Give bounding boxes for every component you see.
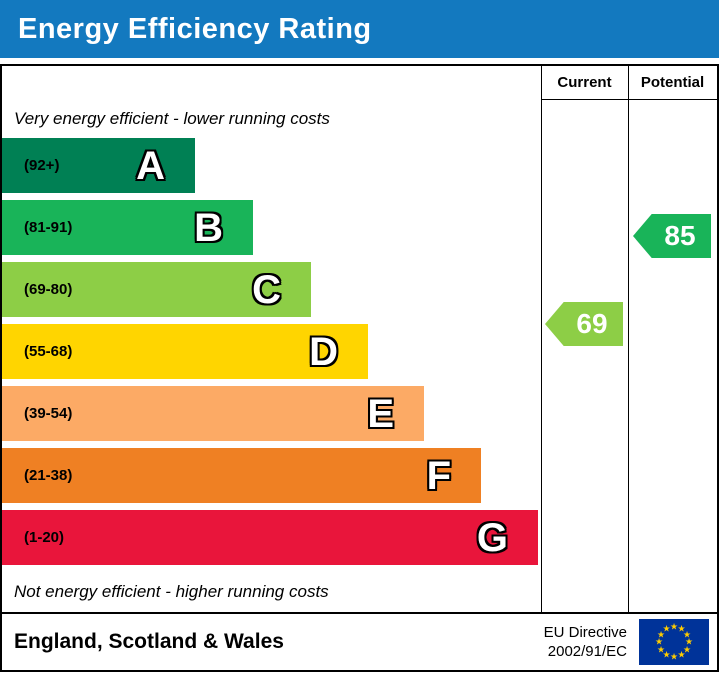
eu-directive-line1: EU Directive — [543, 623, 627, 641]
band-b: (81-91) B — [2, 200, 253, 255]
band-g-letter: G — [476, 515, 508, 560]
current-column-header: Current — [557, 74, 612, 91]
current-column-divider — [541, 66, 542, 612]
eu-flag-star-icon: ★ — [669, 621, 679, 632]
band-d-letter: D — [309, 329, 338, 374]
potential-column-divider — [628, 66, 629, 612]
eu-flag-star-icon: ★ — [677, 623, 686, 634]
eu-directive-label: EU Directive 2002/91/EC — [544, 623, 627, 662]
current-rating-indicator: 69 — [545, 302, 623, 346]
potential-column-header: Potential — [640, 74, 705, 91]
bottom-note: Not energy efficient - higher running co… — [14, 582, 329, 601]
eu-flag-star-icon: ★ — [656, 644, 666, 654]
band-e-range: (39-54) — [24, 405, 73, 422]
band-d: (55-68) D — [2, 324, 368, 379]
band-e-letter: E — [367, 391, 394, 436]
band-b-letter: B — [194, 205, 223, 250]
band-a-letter: A — [136, 143, 165, 188]
top-note: Very energy efficient - lower running co… — [14, 109, 330, 128]
eu-flag-star-icon: ★ — [656, 629, 666, 639]
current-rating-value: 69 — [576, 308, 608, 339]
eu-flag-star-icon: ★ — [669, 651, 679, 662]
eu-flag-star-icon: ★ — [662, 649, 671, 660]
bands-area: Very energy efficient - lower running co… — [2, 66, 541, 612]
band-c: (69-80) C — [2, 262, 311, 317]
band-g: (1-20) G — [2, 510, 538, 565]
chart-area: Current Potential Very energy efficient … — [2, 66, 717, 612]
title-bar: Energy Efficiency Rating — [0, 0, 719, 58]
eu-flag-star-icon: ★ — [654, 636, 664, 647]
band-d-range: (55-68) — [24, 343, 73, 360]
band-a-range: (92+) — [24, 157, 60, 174]
eu-flag-star-icon: ★ — [677, 649, 686, 660]
band-e: (39-54) E — [2, 386, 424, 441]
band-f: (21-38) F — [2, 448, 481, 503]
column-headers: Current Potential — [541, 66, 717, 100]
eu-flag-star-icon: ★ — [682, 644, 692, 654]
eu-flag: ★ ★ ★ ★ ★ ★ ★ ★ ★ ★ ★ ★ — [639, 619, 709, 665]
band-c-letter: C — [252, 267, 281, 312]
region-label: England, Scotland & Wales — [14, 630, 284, 653]
band-g-range: (1-20) — [24, 529, 65, 546]
eu-flag-star-icon: ★ — [682, 629, 692, 639]
eu-flag-star-icon: ★ — [662, 623, 671, 634]
band-c-range: (69-80) — [24, 281, 73, 298]
page-title: Energy Efficiency Rating — [18, 12, 372, 45]
chart-box: Current Potential Very energy efficient … — [0, 64, 719, 672]
band-a: (92+) A — [2, 138, 195, 193]
footer: England, Scotland & Wales EU Directive 2… — [2, 612, 717, 670]
band-b-range: (81-91) — [24, 219, 73, 236]
eu-directive-line2: 2002/91/EC — [547, 643, 627, 660]
eu-flag-star-icon: ★ — [684, 636, 694, 647]
potential-rating-value: 85 — [664, 220, 696, 251]
potential-rating-indicator: 85 — [633, 214, 711, 258]
band-f-range: (21-38) — [24, 467, 73, 484]
band-f-letter: F — [426, 453, 451, 498]
